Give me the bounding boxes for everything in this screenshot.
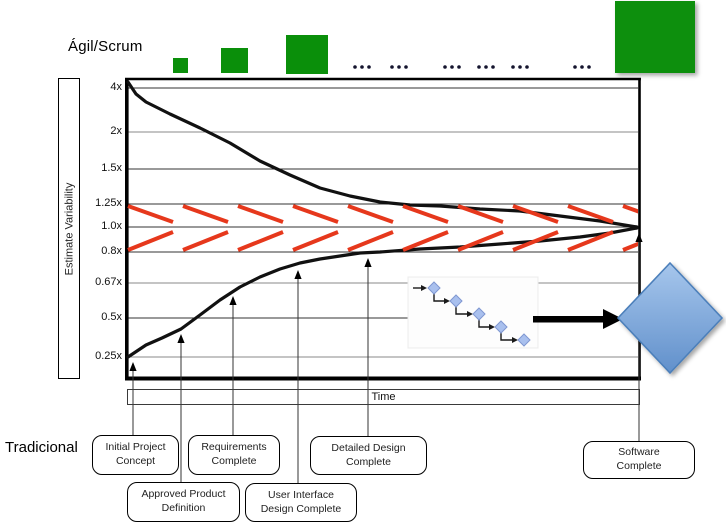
- milestone-connector-arrow: [364, 258, 372, 436]
- y-tick-label: 0.67x: [95, 276, 122, 288]
- ellipsis-dot-icon: [580, 65, 584, 69]
- ellipsis-dot-icon: [457, 65, 461, 69]
- y-tick-label: 1.5x: [101, 162, 122, 174]
- ellipsis-dot-icon: [518, 65, 522, 69]
- y-axis-title: Estimate Variability: [63, 182, 75, 275]
- sprint-square-icon: [173, 58, 188, 73]
- upper-uncertainty-curve: [126, 80, 639, 229]
- milestone-label-line: Complete: [346, 455, 391, 468]
- y-axis-title-box: Estimate Variability: [58, 78, 80, 379]
- milestone-label-line: Initial Project: [105, 441, 166, 454]
- ellipsis-dot-icon: [477, 65, 481, 69]
- milestone-label-line: Definition: [161, 502, 206, 514]
- ellipsis-dot-icon: [397, 65, 401, 69]
- sprint-square-icon: [286, 35, 328, 74]
- time-axis-box: Time: [127, 389, 640, 405]
- milestone-label-line: Requirements: [201, 441, 267, 454]
- milestone-label-line: Detailed Design: [331, 441, 406, 454]
- ellipsis-dot-icon: [360, 65, 364, 69]
- mini-milestone-diamond-icon: [494, 320, 508, 334]
- milestone-box-user-interface-design-complete: User Interface Design Complete: [245, 483, 357, 522]
- traditional-label: Tradicional: [5, 439, 78, 456]
- y-tick-label: 0.25x: [95, 350, 122, 362]
- milestone-box-software-complete: Software Complete: [583, 441, 695, 479]
- milestone-connector-arrow: [129, 362, 137, 435]
- milestone-connector-arrow: [294, 270, 302, 483]
- mini-milestone-diamond-icon: [427, 281, 441, 295]
- y-tick-label: 0.8x: [101, 245, 122, 257]
- agile-scrum-label: Ágil/Scrum: [68, 38, 143, 55]
- ellipsis-dot-icon: [491, 65, 495, 69]
- y-tick-label: 4x: [110, 81, 122, 93]
- milestone-connector-arrow: [229, 296, 237, 435]
- milestone-label-line: User Interface: [268, 488, 334, 501]
- ellipsis-dot-icon: [573, 65, 577, 69]
- to-release-arrow-icon: [533, 309, 623, 329]
- mini-milestone-diamond-icon: [517, 333, 531, 347]
- milestone-box-approved-product-definition: Approved Product Definition: [127, 482, 240, 522]
- milestone-label-line: Software: [618, 446, 660, 459]
- ellipsis-dot-icon: [443, 65, 447, 69]
- ellipsis-dot-icon: [367, 65, 371, 69]
- milestone-box-detailed-design-complete: Detailed Design Complete: [310, 436, 427, 475]
- ellipsis-dot-icon: [450, 65, 454, 69]
- sprint-square-icon: [221, 48, 248, 73]
- milestone-label-line: Complete: [211, 455, 257, 467]
- ellipsis-dot-icon: [525, 65, 529, 69]
- time-axis-label: Time: [371, 391, 396, 403]
- ellipsis-dot-icon: [404, 65, 408, 69]
- milestone-label-line: Concept: [115, 455, 156, 467]
- milestone-box-initial-project-concept: Initial Project Concept: [92, 435, 179, 475]
- milestone-box-requirements-complete: Requirements Complete: [188, 435, 280, 475]
- ellipsis-dot-icon: [587, 65, 591, 69]
- ellipsis-dot-icon: [511, 65, 515, 69]
- y-tick-label: 0.5x: [101, 311, 122, 323]
- milestone-label-line: Design Complete: [260, 502, 342, 515]
- ellipsis-dot-icon: [484, 65, 488, 69]
- ellipsis-dot-icon: [390, 65, 394, 69]
- mini-milestone-diamond-icon: [472, 307, 486, 321]
- y-tick-label: 1.0x: [101, 220, 122, 232]
- milestone-connector-arrow: [177, 334, 185, 482]
- lower-uncertainty-curve: [126, 226, 639, 359]
- mini-milestone-diamond-icon: [449, 294, 463, 308]
- milestone-label-line: Approved Product: [141, 488, 226, 501]
- waterfall-mini-diagram: [407, 276, 539, 349]
- sprint-square-icon: [615, 1, 695, 73]
- y-tick-label: 2x: [110, 125, 122, 137]
- chevron-hatch-band: [127, 204, 638, 252]
- y-tick-label: 1.25x: [95, 197, 122, 209]
- milestone-label-line: Complete: [616, 460, 662, 472]
- release-diamond-icon: [616, 261, 724, 375]
- ellipsis-dot-icon: [353, 65, 357, 69]
